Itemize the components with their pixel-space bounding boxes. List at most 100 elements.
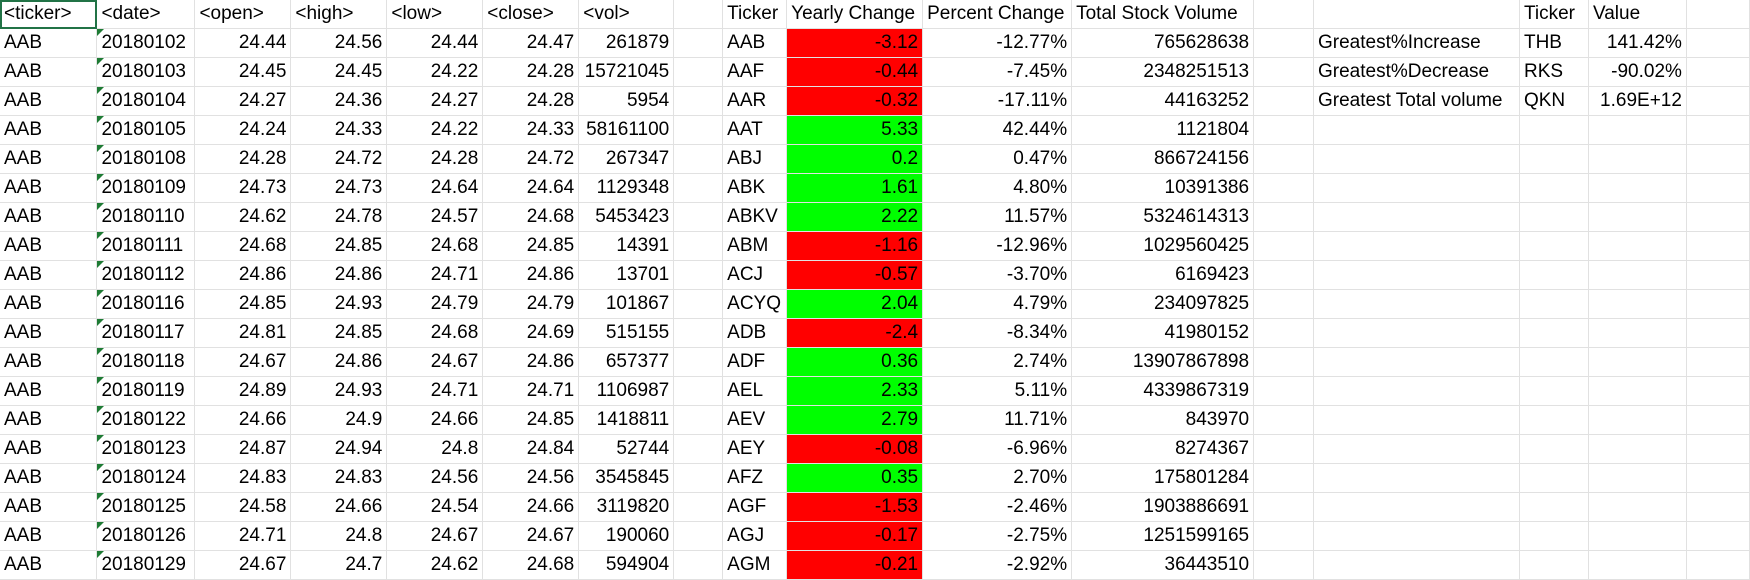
cell-high[interactable]: 24.86 bbox=[290, 347, 388, 377]
cell-date[interactable]: 20180102 bbox=[96, 28, 196, 58]
cell-empty[interactable] bbox=[673, 521, 724, 551]
cell-summary-value[interactable] bbox=[1588, 173, 1687, 203]
cell-date[interactable]: 20180112 bbox=[96, 260, 196, 290]
cell-empty[interactable] bbox=[673, 434, 724, 464]
cell-summary-ticker[interactable]: AEL bbox=[722, 376, 788, 406]
cell-percent-change[interactable]: -2.92% bbox=[922, 550, 1073, 580]
cell-summary-label[interactable] bbox=[1313, 376, 1520, 406]
cell-yearly-change[interactable]: 2.79 bbox=[786, 405, 924, 435]
cell-empty[interactable] bbox=[1686, 28, 1750, 58]
cell-summary-top-ticker[interactable] bbox=[1519, 202, 1589, 232]
cell-empty[interactable] bbox=[673, 405, 724, 435]
header-top-ticker[interactable]: Ticker bbox=[1519, 0, 1589, 29]
cell-summary-ticker[interactable]: ABM bbox=[722, 231, 788, 261]
cell-empty[interactable] bbox=[673, 550, 724, 580]
cell-open[interactable]: 24.67 bbox=[194, 347, 292, 377]
cell-summary-top-ticker[interactable] bbox=[1519, 231, 1589, 261]
cell-open[interactable]: 24.85 bbox=[194, 289, 292, 319]
cell-yearly-change[interactable]: 0.2 bbox=[786, 144, 924, 174]
cell-summary-ticker[interactable]: AEV bbox=[722, 405, 788, 435]
cell-summary-value[interactable] bbox=[1588, 231, 1687, 261]
header-high[interactable]: <high> bbox=[290, 0, 388, 29]
cell-vol[interactable]: 5453423 bbox=[578, 202, 675, 232]
cell-high[interactable]: 24.86 bbox=[290, 260, 388, 290]
cell-date[interactable]: 20180116 bbox=[96, 289, 196, 319]
cell-empty[interactable] bbox=[1686, 376, 1750, 406]
cell-ticker[interactable]: AAB bbox=[0, 376, 98, 406]
cell-summary-ticker[interactable]: AFZ bbox=[722, 463, 788, 493]
cell-percent-change[interactable]: -8.34% bbox=[922, 318, 1073, 348]
cell-close[interactable]: 24.86 bbox=[482, 260, 580, 290]
cell-empty[interactable] bbox=[1686, 173, 1750, 203]
cell-summary-ticker[interactable]: AGF bbox=[722, 492, 788, 522]
cell-summary-top-ticker[interactable] bbox=[1519, 492, 1589, 522]
cell-percent-change[interactable]: 11.71% bbox=[922, 405, 1073, 435]
cell-date[interactable]: 20180103 bbox=[96, 57, 196, 87]
cell-summary-top-ticker[interactable] bbox=[1519, 521, 1589, 551]
cell-percent-change[interactable]: -3.70% bbox=[922, 260, 1073, 290]
cell-yearly-change[interactable]: 1.61 bbox=[786, 173, 924, 203]
cell-summary-value[interactable] bbox=[1588, 144, 1687, 174]
cell-summary-ticker[interactable]: AAF bbox=[722, 57, 788, 87]
header-ticker[interactable]: <ticker> bbox=[0, 0, 98, 29]
cell-close[interactable]: 24.28 bbox=[482, 57, 580, 87]
cell-high[interactable]: 24.33 bbox=[290, 115, 388, 145]
cell-high[interactable]: 24.56 bbox=[290, 28, 388, 58]
cell-summary-value[interactable] bbox=[1588, 289, 1687, 319]
cell-low[interactable]: 24.67 bbox=[386, 521, 484, 551]
cell-vol[interactable]: 594904 bbox=[578, 550, 675, 580]
cell-summary-ticker[interactable]: ADF bbox=[722, 347, 788, 377]
cell-empty[interactable] bbox=[1253, 405, 1314, 435]
cell-empty[interactable] bbox=[673, 347, 724, 377]
cell-empty[interactable] bbox=[673, 144, 724, 174]
header-close[interactable]: <close> bbox=[482, 0, 580, 29]
cell-empty[interactable] bbox=[1686, 318, 1750, 348]
cell-summary-label[interactable] bbox=[1313, 521, 1520, 551]
cell-open[interactable]: 24.73 bbox=[194, 173, 292, 203]
cell-close[interactable]: 24.56 bbox=[482, 463, 580, 493]
cell-summary-label[interactable] bbox=[1313, 492, 1520, 522]
cell-date[interactable]: 20180109 bbox=[96, 173, 196, 203]
cell-summary-top-ticker[interactable] bbox=[1519, 434, 1589, 464]
cell-vol[interactable]: 190060 bbox=[578, 521, 675, 551]
cell-summary-top-ticker[interactable] bbox=[1519, 463, 1589, 493]
cell-close[interactable]: 24.68 bbox=[482, 550, 580, 580]
cell-total-volume[interactable]: 41980152 bbox=[1071, 318, 1255, 348]
cell-vol[interactable]: 1106987 bbox=[578, 376, 675, 406]
cell-summary-ticker[interactable]: ABKV bbox=[722, 202, 788, 232]
cell-total-volume[interactable]: 1903886691 bbox=[1071, 492, 1255, 522]
cell-total-volume[interactable]: 13907867898 bbox=[1071, 347, 1255, 377]
cell-vol[interactable]: 1129348 bbox=[578, 173, 675, 203]
cell-empty[interactable] bbox=[673, 463, 724, 493]
cell-summary-value[interactable] bbox=[1588, 115, 1687, 145]
cell-summary-value[interactable] bbox=[1588, 492, 1687, 522]
cell-yearly-change[interactable]: -1.16 bbox=[786, 231, 924, 261]
cell-empty[interactable] bbox=[673, 115, 724, 145]
cell-open[interactable]: 24.71 bbox=[194, 521, 292, 551]
cell-high[interactable]: 24.83 bbox=[290, 463, 388, 493]
cell-summary-top-ticker[interactable] bbox=[1519, 115, 1589, 145]
cell-summary-label[interactable] bbox=[1313, 405, 1520, 435]
cell-total-volume[interactable]: 5324614313 bbox=[1071, 202, 1255, 232]
cell-summary-label[interactable] bbox=[1313, 347, 1520, 377]
cell-ticker[interactable]: AAB bbox=[0, 260, 98, 290]
cell-summary-ticker[interactable]: AAT bbox=[722, 115, 788, 145]
cell-ticker[interactable]: AAB bbox=[0, 463, 98, 493]
cell-open[interactable]: 24.27 bbox=[194, 86, 292, 116]
cell-close[interactable]: 24.72 bbox=[482, 144, 580, 174]
cell-low[interactable]: 24.62 bbox=[386, 550, 484, 580]
cell-empty[interactable] bbox=[1253, 492, 1314, 522]
cell-percent-change[interactable]: 4.79% bbox=[922, 289, 1073, 319]
cell-summary-top-ticker[interactable]: RKS bbox=[1519, 57, 1589, 87]
cell-open[interactable]: 24.45 bbox=[194, 57, 292, 87]
cell-high[interactable]: 24.45 bbox=[290, 57, 388, 87]
cell-open[interactable]: 24.68 bbox=[194, 231, 292, 261]
header-top-value[interactable]: Value bbox=[1588, 0, 1687, 29]
cell-summary-top-ticker[interactable] bbox=[1519, 405, 1589, 435]
cell-low[interactable]: 24.67 bbox=[386, 347, 484, 377]
cell-ticker[interactable]: AAB bbox=[0, 202, 98, 232]
header-vol[interactable]: <vol> bbox=[578, 0, 675, 29]
cell-high[interactable]: 24.78 bbox=[290, 202, 388, 232]
cell-empty[interactable] bbox=[1686, 144, 1750, 174]
cell-summary-top-ticker[interactable]: THB bbox=[1519, 28, 1589, 58]
